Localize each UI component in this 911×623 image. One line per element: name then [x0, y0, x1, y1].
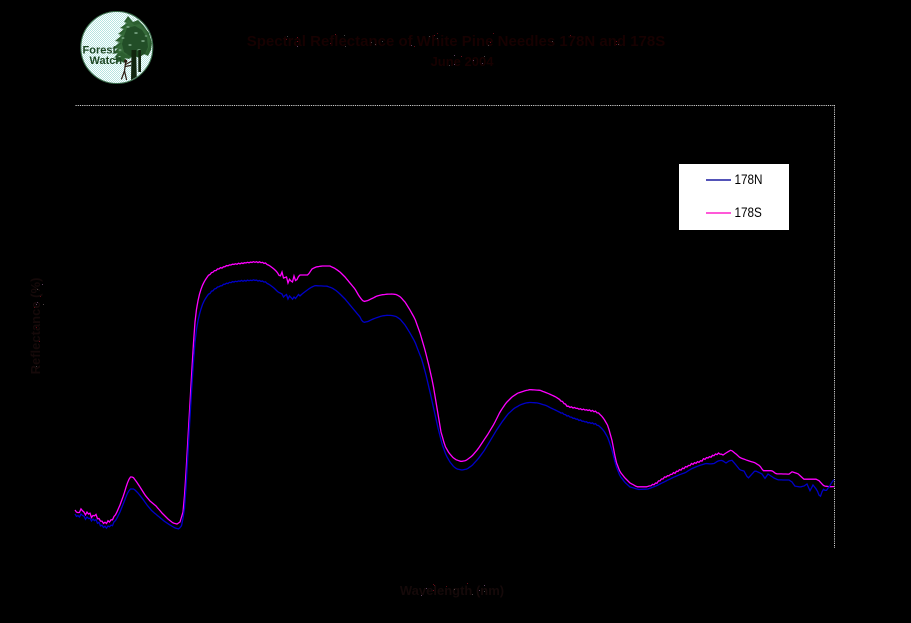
svg-text:Forest: Forest	[83, 45, 117, 57]
svg-text:Wavelength (nm): Wavelength (nm)	[400, 583, 504, 598]
svg-text:June 2004: June 2004	[431, 54, 495, 69]
svg-text:Spectral Reflectance of White: Spectral Reflectance of White Pine Needl…	[247, 33, 666, 50]
svg-text:178S: 178S	[735, 204, 762, 220]
svg-text:Watch: Watch	[90, 55, 123, 67]
svg-text:178N: 178N	[735, 171, 763, 187]
svg-text:Reflectance (%): Reflectance (%)	[28, 278, 43, 375]
